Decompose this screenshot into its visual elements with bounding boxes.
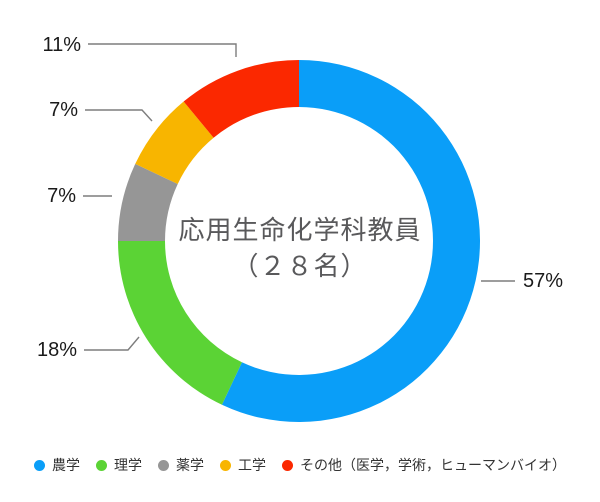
- chart-legend: 農学 理学 薬学 工学 その他（医学，学術，ヒューマンバイオ）: [0, 455, 600, 475]
- legend-item-0: 農学: [34, 455, 80, 475]
- donut-segment-1: [117, 241, 242, 405]
- leader-line-3: [85, 109, 153, 122]
- legend-item-1: 理学: [96, 455, 142, 475]
- legend-dot-icon: [34, 459, 45, 471]
- legend-item-4: その他（医学，学術，ヒューマンバイオ）: [282, 455, 566, 475]
- percent-label-4: 11%: [42, 34, 81, 56]
- leader-line-4: [88, 43, 237, 57]
- percent-label-1: 18%: [37, 339, 77, 361]
- percent-label-3: 7%: [49, 99, 78, 121]
- chart-center-title: 応用生命化学科教員 （２８名）: [0, 212, 600, 284]
- legend-label: 工学: [238, 457, 266, 473]
- legend-label: 薬学: [176, 457, 204, 473]
- legend-dot-icon: [220, 459, 231, 471]
- legend-label: 農学: [52, 457, 80, 473]
- legend-label: その他（医学，学術，ヒューマンバイオ）: [300, 457, 566, 473]
- donut-segment-4: [183, 60, 299, 138]
- percent-label-0: 57%: [523, 270, 563, 292]
- donut-segment-0: [221, 60, 481, 422]
- legend-item-3: 工学: [220, 455, 266, 475]
- legend-dot-icon: [96, 459, 107, 471]
- leader-line-1: [84, 336, 140, 351]
- donut-segment-3: [135, 101, 214, 184]
- legend-dot-icon: [282, 459, 293, 471]
- percent-label-2: 7%: [47, 185, 76, 207]
- chart-center-title-line1: 応用生命化学科教員: [178, 215, 422, 245]
- legend-item-2: 薬学: [158, 455, 204, 475]
- chart-center-title-line2: （２８名）: [232, 251, 368, 281]
- legend-label: 理学: [114, 457, 142, 473]
- legend-dot-icon: [158, 459, 169, 471]
- donut-segment-2: [118, 163, 178, 241]
